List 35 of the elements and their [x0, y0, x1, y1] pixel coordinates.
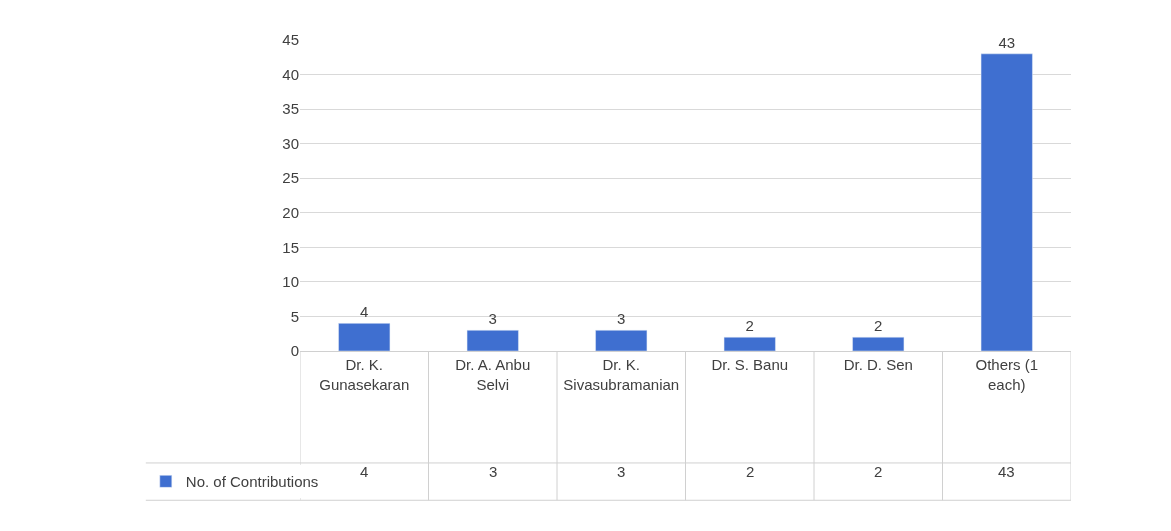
bar — [980, 53, 1033, 351]
annotation: 3 — [617, 310, 626, 328]
y-tick-label: 35 — [282, 100, 299, 118]
data-label: 2 — [874, 463, 883, 480]
data-label: 3 — [617, 463, 626, 480]
bar — [723, 336, 776, 351]
annotation: 43 — [998, 33, 1016, 51]
y-tick-label: 20 — [282, 204, 299, 222]
legend-label: No. of Contributions — [185, 473, 319, 491]
x-tick-label: Dr. D. Sen — [843, 356, 913, 373]
annotation: 2 — [874, 317, 883, 335]
y-tick-label: 40 — [282, 65, 299, 83]
y-tick-label: 5 — [290, 307, 299, 325]
x-tick-label: Dr. A. Anbu Selvi — [455, 356, 531, 393]
bar — [852, 336, 905, 351]
x-tick-label: Dr. K. Sivasubramanian — [563, 356, 680, 393]
y-tick-label: 0 — [290, 342, 299, 360]
y-tick-label: 45 — [282, 31, 299, 49]
bar — [466, 330, 519, 351]
x-tick-label: Dr. S. Banu — [711, 356, 789, 373]
bar — [338, 323, 391, 351]
x-tick-label: Dr. K. Gunasekaran — [319, 356, 410, 393]
annotation: 4 — [360, 303, 369, 321]
annotation: 3 — [488, 310, 497, 328]
y-tick-label: 10 — [282, 273, 299, 291]
x-tick-label: Others (1 each) — [975, 356, 1039, 393]
bar — [595, 330, 648, 351]
y-tick-label: 15 — [282, 238, 299, 256]
data-label: 43 — [998, 463, 1015, 480]
data-label: 4 — [360, 463, 369, 480]
y-tick-label: 30 — [282, 134, 299, 152]
data-label: 2 — [746, 463, 755, 480]
y-tick-label: 25 — [282, 169, 299, 187]
annotation: 2 — [745, 317, 754, 335]
data-label: 3 — [489, 463, 498, 480]
